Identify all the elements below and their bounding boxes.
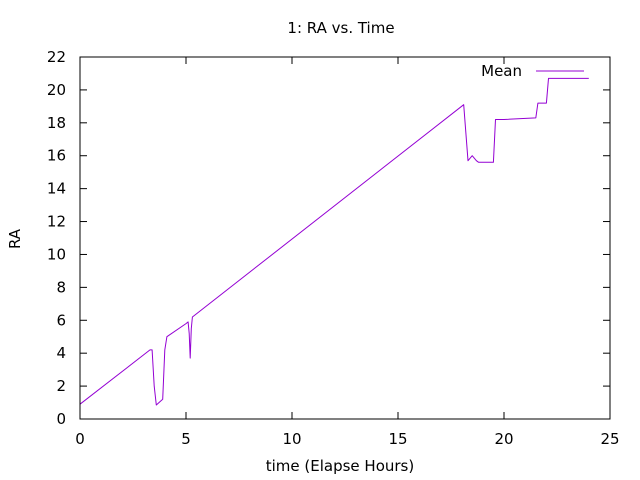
x-tick-label: 5 [181, 430, 191, 448]
x-tick-label: 0 [75, 430, 85, 448]
series-line-mean [79, 77, 589, 406]
plot-frame [79, 56, 611, 420]
axis-ticks: 0 5 10 15 20 25 0 2 4 6 8 10 12 14 16 18 20 22 [47, 48, 620, 448]
x-tick-label: 25 [600, 430, 619, 448]
y-tick-label: 12 [47, 213, 66, 231]
y-tick-label: 8 [56, 278, 66, 296]
y-tick-label: 22 [47, 48, 66, 66]
y-axis-label: RA [6, 228, 24, 249]
x-tick-label: 20 [494, 430, 513, 448]
y-tick-label: 6 [56, 311, 66, 329]
y-tick-label: 14 [47, 180, 66, 198]
x-axis-label: time (Elapse Hours) [266, 457, 414, 475]
y-tick-label: 0 [56, 410, 66, 428]
series-layer [79, 77, 589, 406]
legend: Mean [481, 62, 584, 80]
y-tick-label: 20 [47, 81, 66, 99]
x-tick-label: 15 [388, 430, 407, 448]
y-tick-label: 2 [56, 377, 66, 395]
y-tick-label: 16 [47, 147, 66, 165]
x-tick-label: 10 [282, 430, 301, 448]
legend-label: Mean [481, 62, 522, 80]
y-tick-label: 4 [56, 344, 66, 362]
chart-title: 1: RA vs. Time [287, 19, 394, 37]
y-tick-label: 10 [47, 245, 66, 263]
y-tick-label: 18 [47, 114, 66, 132]
